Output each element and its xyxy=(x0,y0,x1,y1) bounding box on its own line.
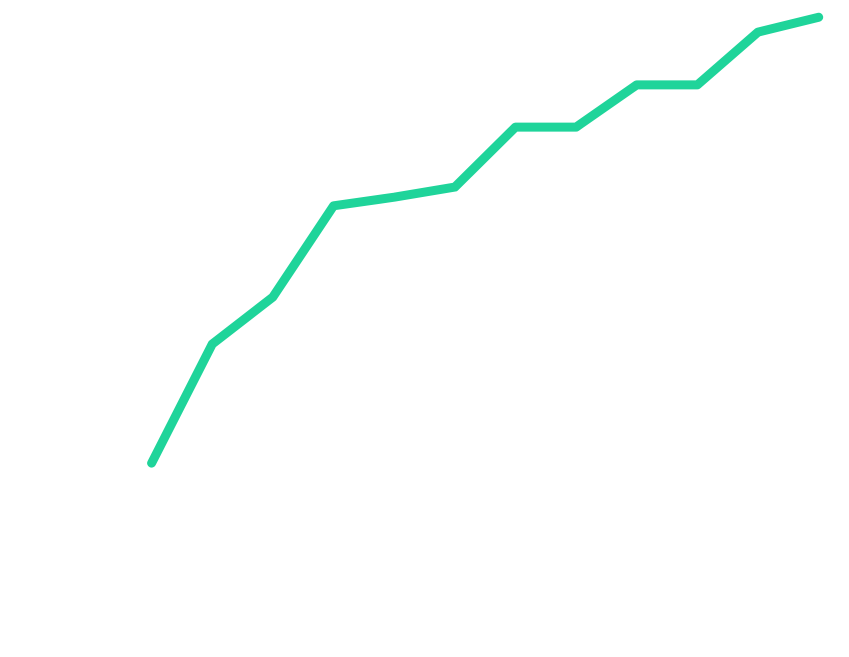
data-line xyxy=(147,12,824,468)
